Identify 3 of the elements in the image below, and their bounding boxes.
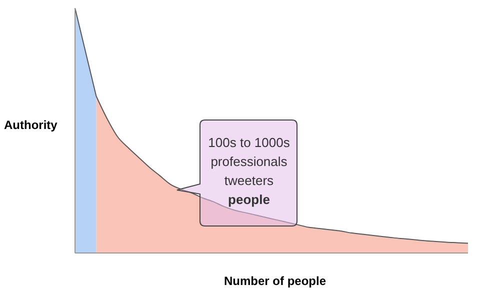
- y-axis-title: Authority: [4, 118, 58, 132]
- x-axis-title: Number of people: [222, 274, 327, 288]
- annotation: 100s to 1000s professionals tweeters people: [207, 134, 291, 209]
